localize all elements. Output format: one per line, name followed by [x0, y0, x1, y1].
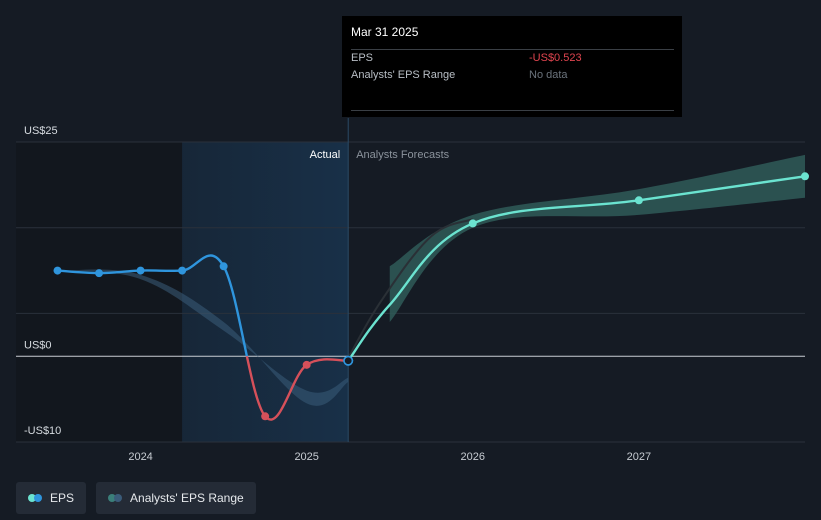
tooltip-eps-label: EPS: [351, 52, 374, 64]
eps-actual-line-negative: [245, 356, 349, 421]
x-tick-label: 2024: [128, 451, 152, 463]
pre-actual-region: [16, 142, 183, 442]
eps-actual-point: [53, 266, 62, 275]
legend-range-toggle[interactable]: Analysts' EPS Range: [96, 482, 256, 514]
eps-actual-point: [136, 266, 145, 275]
past-range-band: [57, 269, 349, 406]
tooltip-date: Mar 31 2025: [351, 25, 419, 39]
tooltip-range-row: Analysts' EPS Range No data: [351, 67, 674, 84]
y-tick-label: US$25: [24, 125, 58, 137]
eps-hover-point: [343, 355, 354, 366]
legend-eps-label: EPS: [50, 491, 75, 505]
eps-actual-line-positive: [57, 254, 249, 357]
y-tick-label: US$0: [24, 339, 52, 351]
forecast-range-band: [389, 154, 805, 322]
tooltip-eps-row: EPS -US$0.523: [351, 49, 674, 67]
eps-legend-icon: [28, 493, 44, 503]
forecast-shadow-line: [347, 218, 474, 359]
tooltip-eps-value: -US$0.523: [529, 52, 582, 64]
eps-tooltip: Mar 31 2025 EPS -US$0.523 Analysts' EPS …: [342, 16, 682, 117]
x-tick-label: 2027: [627, 451, 651, 463]
forecast-region-label: Analysts Forecasts: [356, 149, 449, 161]
eps-forecast-line: [347, 175, 806, 362]
eps-actual-point: [302, 360, 311, 369]
range-legend-icon: [108, 493, 124, 503]
legend-eps-toggle[interactable]: EPS: [16, 482, 87, 514]
eps-actual-point: [178, 266, 187, 275]
eps-actual-point: [261, 412, 270, 421]
x-tick-label: 2025: [294, 451, 318, 463]
tooltip-range-label: Analysts' EPS Range: [351, 69, 456, 81]
tooltip-range-value: No data: [529, 69, 568, 81]
actual-region: [182, 142, 349, 442]
y-tick-label: -US$10: [24, 425, 61, 437]
eps-forecast-point: [801, 172, 809, 181]
eps-actual-point: [219, 262, 228, 271]
eps-actual-point: [95, 269, 104, 278]
x-tick-label: 2026: [461, 451, 485, 463]
eps-forecast-point: [634, 196, 643, 205]
legend-range-label: Analysts' EPS Range: [130, 491, 244, 505]
chart-legend: EPS Analysts' EPS Range: [16, 482, 256, 514]
actual-region-label: Actual: [310, 149, 341, 161]
tooltip-divider: [351, 110, 674, 111]
eps-forecast-point: [468, 219, 477, 228]
